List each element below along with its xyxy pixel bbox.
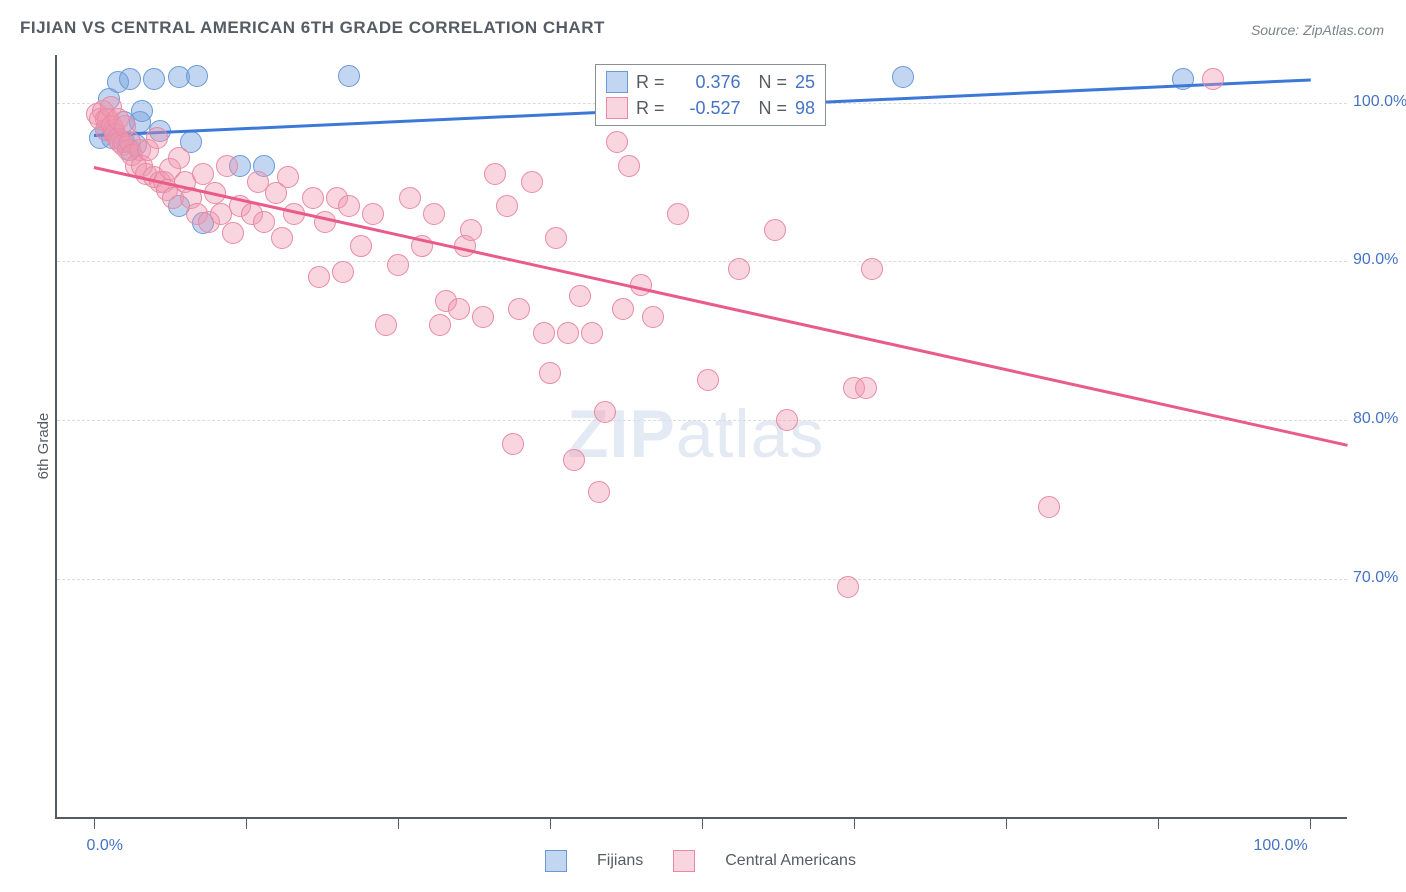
data-point [837,576,859,598]
x-tick [1006,817,1007,829]
data-point [472,306,494,328]
x-tick [94,817,95,829]
data-point [423,203,445,225]
y-tick-label: 100.0% [1353,93,1406,111]
data-point [569,285,591,307]
legend-label: Central Americans [725,852,856,870]
data-point [186,65,208,87]
series-swatch [606,71,628,93]
data-point [892,66,914,88]
stats-box: R = 0.376 N = 25R = -0.527 N = 98 [595,64,826,126]
data-point [216,155,238,177]
data-point [861,258,883,280]
data-point [588,481,610,503]
x-tick [1158,817,1159,829]
x-tick [702,817,703,829]
gridline [57,261,1347,262]
data-point [484,163,506,185]
x-tick [398,817,399,829]
data-point [222,222,244,244]
legend-swatch [673,850,695,872]
data-point [612,298,634,320]
stat-row: R = -0.527 N = 98 [606,95,815,121]
data-point [855,377,877,399]
data-point [338,195,360,217]
legend-swatch [545,850,567,872]
data-point [728,258,750,280]
y-tick-label: 90.0% [1353,251,1398,269]
series-swatch [606,97,628,119]
data-point [594,401,616,423]
data-point [253,211,275,233]
plot-area: ZIPatlas [55,55,1347,819]
data-point [642,306,664,328]
data-point [539,362,561,384]
y-axis-label: 6th Grade [35,413,52,480]
data-point [776,409,798,431]
data-point [1038,496,1060,518]
data-point [338,65,360,87]
chart-title: FIJIAN VS CENTRAL AMERICAN 6TH GRADE COR… [20,18,605,38]
x-tick [246,817,247,829]
data-point [697,369,719,391]
y-tick-label: 80.0% [1353,410,1398,428]
gridline [57,579,1347,580]
gridline [57,420,1347,421]
data-point [618,155,640,177]
data-point [502,433,524,455]
data-point [314,211,336,233]
data-point [496,195,518,217]
x-axis-label: 100.0% [1253,837,1307,855]
data-point [302,187,324,209]
data-point [271,227,293,249]
data-point [667,203,689,225]
data-point [375,314,397,336]
data-point [563,449,585,471]
data-point [350,235,372,257]
data-point [533,322,555,344]
x-axis-label: 0.0% [87,837,123,855]
data-point [448,298,470,320]
data-point [521,171,543,193]
data-point [143,68,165,90]
data-point [581,322,603,344]
legend: Fijians Central Americans [545,850,856,872]
source-label: Source: ZipAtlas.com [1251,22,1384,38]
data-point [308,266,330,288]
data-point [119,68,141,90]
data-point [399,187,421,209]
data-point [362,203,384,225]
data-point [1202,68,1224,90]
data-point [606,131,628,153]
x-tick [854,817,855,829]
data-point [146,127,168,149]
stat-row: R = 0.376 N = 25 [606,69,815,95]
data-point [131,100,153,122]
data-point [277,166,299,188]
y-tick-label: 70.0% [1353,569,1398,587]
data-point [429,314,451,336]
data-point [545,227,567,249]
data-point [332,261,354,283]
data-point [168,147,190,169]
data-point [387,254,409,276]
x-tick [550,817,551,829]
data-point [460,219,482,241]
data-point [557,322,579,344]
legend-label: Fijians [597,852,643,870]
data-point [764,219,786,241]
x-tick [1310,817,1311,829]
data-point [508,298,530,320]
